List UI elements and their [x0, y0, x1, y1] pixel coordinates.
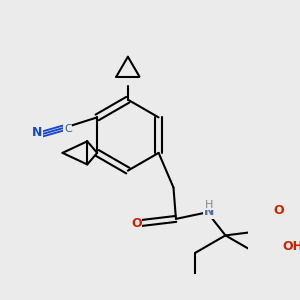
Text: N: N — [32, 126, 43, 139]
Text: OH: OH — [282, 240, 300, 253]
Text: C: C — [64, 124, 72, 134]
Text: N: N — [204, 205, 214, 218]
Text: O: O — [274, 204, 284, 217]
Text: H: H — [205, 200, 214, 210]
Text: O: O — [131, 217, 142, 230]
